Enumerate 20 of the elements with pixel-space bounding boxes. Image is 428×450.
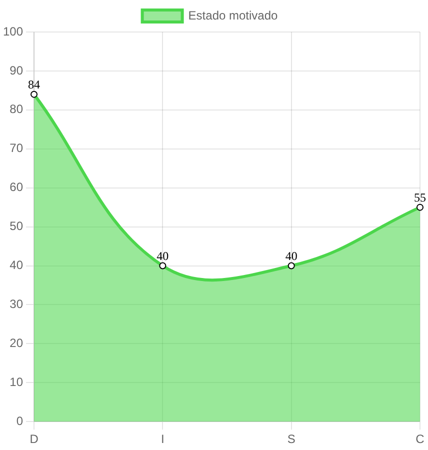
y-tick-label: 0 <box>16 414 24 428</box>
data-label: 84 <box>28 77 40 92</box>
y-tick-label: 80 <box>10 102 24 116</box>
y-tick-label: 30 <box>10 297 24 312</box>
y-tick-label: 20 <box>10 336 24 350</box>
data-label: 40 <box>156 248 169 263</box>
x-tick-label: D <box>30 432 39 446</box>
y-tick-label: 40 <box>10 258 24 272</box>
y-tick-label: 100 <box>2 24 24 38</box>
data-label: 55 <box>414 190 426 204</box>
y-tick-label: 10 <box>10 374 24 389</box>
y-tick-label: 90 <box>10 63 24 78</box>
data-label: 40 <box>285 248 298 263</box>
legend-label: Estado motivado <box>188 8 278 22</box>
x-tick-label: I <box>161 432 164 446</box>
y-tick-label: 50 <box>10 219 24 234</box>
y-tick-label: 70 <box>10 141 24 156</box>
y-tick-label: 60 <box>10 180 24 194</box>
x-tick-label: S <box>287 432 296 446</box>
x-tick-label: C <box>416 432 425 446</box>
